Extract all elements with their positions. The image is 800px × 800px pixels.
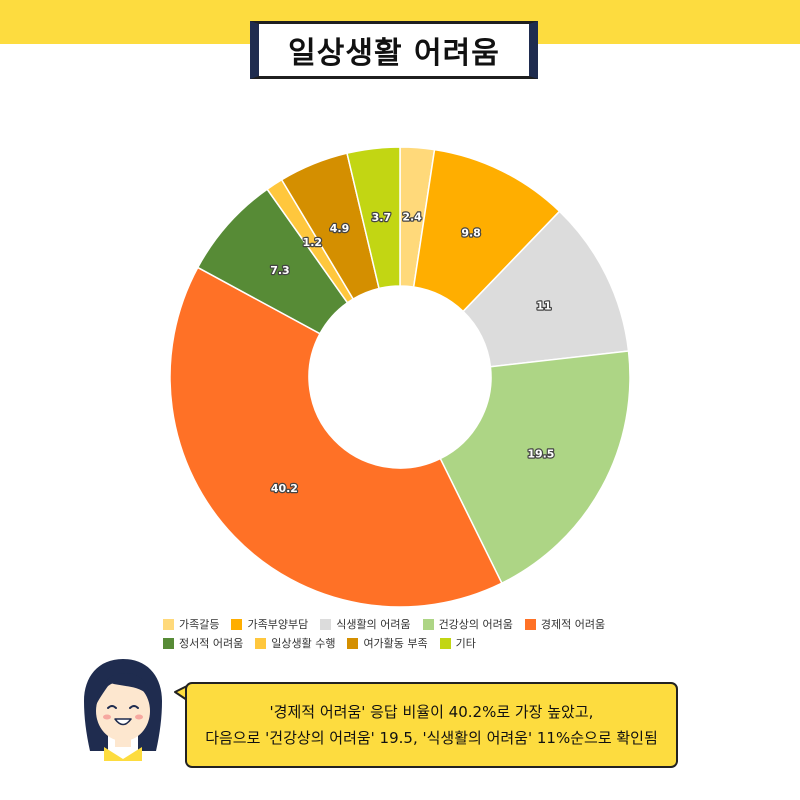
- legend-label: 건강상의 어려움: [438, 618, 513, 631]
- callout-line-2: 다음으로 '건강상의 어려움' 19.5, '식생활의 어려움' 11%순으로 …: [205, 729, 658, 747]
- legend-item-2: 가족부양부담: [231, 617, 308, 632]
- legend-item-6: 정서적 어려움: [163, 636, 243, 651]
- legend-item-4: 건강상의 어려움: [422, 617, 513, 632]
- donut-slice-5: [169, 266, 503, 608]
- smiling-girl-avatar-icon: [84, 659, 162, 761]
- legend-swatch: [163, 619, 174, 630]
- slice-value-label-6: 7.3: [270, 264, 290, 277]
- donut-slice-4: [439, 350, 631, 585]
- legend-swatch: [255, 638, 267, 649]
- title-box: 일상생활 어려움: [250, 21, 538, 79]
- legend-swatch: [422, 619, 434, 630]
- callout-line-1: '경제적 어려움' 응답 비율이 40.2%로 가장 높았고,: [269, 703, 594, 721]
- donut-slice-9: [346, 146, 401, 290]
- legend-swatch: [524, 619, 536, 630]
- legend-label: 경제적 어려움: [540, 618, 606, 631]
- legend-swatch: [231, 619, 243, 630]
- donut-slice-3: [462, 210, 630, 368]
- page-title: 일상생활 어려움: [288, 36, 500, 71]
- slice-value-label-4: 19.5: [527, 447, 554, 460]
- legend-item-7: 일상생활 수행: [255, 636, 335, 651]
- slice-value-label-7: 1.2: [303, 236, 323, 249]
- legend-item-1: 가족갈등: [163, 617, 219, 632]
- legend-label: 식생활의 어려움: [336, 618, 411, 631]
- legend-swatch: [163, 638, 174, 649]
- legend-label: 기타: [455, 637, 476, 650]
- legend-item-3: 식생활의 어려움: [320, 617, 411, 632]
- legend-item-8: 여가활동 부족: [347, 636, 428, 651]
- legend-swatch: [347, 638, 359, 649]
- slice-value-label-8: 4.9: [330, 222, 350, 235]
- callout-bubble: '경제적 어려움' 응답 비율이 40.2%로 가장 높았고, 다음으로 '건강…: [185, 682, 678, 768]
- legend-label: 가족부양부담: [247, 618, 309, 631]
- legend-label: 정서적 어려움: [179, 637, 244, 650]
- legend-label: 여가활동 부족: [363, 637, 428, 650]
- slice-value-label-1: 2.4: [402, 210, 422, 223]
- legend-label: 가족갈등: [179, 618, 220, 631]
- slice-value-label-2: 9.8: [461, 227, 481, 240]
- slice-value-label-5: 40.2: [271, 482, 298, 495]
- slice-value-label-9: 3.7: [372, 211, 392, 224]
- legend-item-9: 기타: [439, 636, 476, 651]
- legend-item-5: 경제적 어려움: [524, 617, 606, 632]
- legend-swatch: [320, 619, 332, 630]
- legend-label: 일상생활 수행: [271, 637, 336, 650]
- slice-value-label-3: 11: [536, 299, 551, 312]
- legend-swatch: [439, 638, 451, 649]
